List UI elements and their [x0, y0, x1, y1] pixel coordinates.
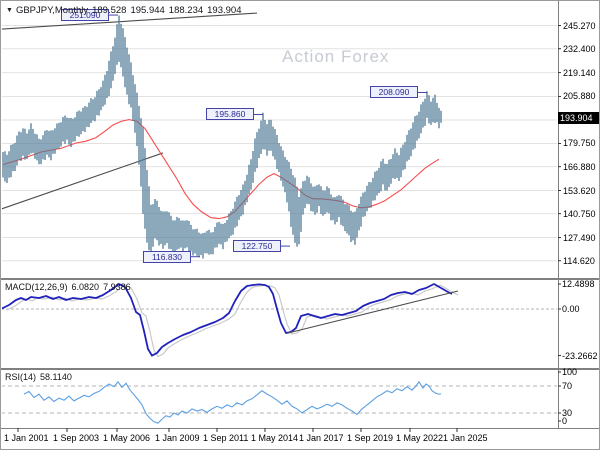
main-price-panel[interactable] [1, 12, 558, 262]
macd-value-signal: 7.9386 [103, 282, 131, 292]
watermark: Action Forex [282, 47, 390, 66]
macd-value-main: 6.0820 [71, 282, 100, 292]
ohlc-high: 195.944 [130, 5, 165, 16]
macd-panel[interactable] [1, 283, 558, 358]
rsi-line [23, 380, 442, 424]
ohlc-close: 193.904 [207, 5, 242, 16]
symbol-period-label: GBPJPY,Monthly [15, 5, 89, 16]
chevron-down-icon[interactable]: ▼ [6, 7, 13, 14]
macd-trendline[interactable] [287, 290, 459, 334]
rsi-name: RSI(14) [5, 372, 37, 382]
macd-name: MACD(12,26,9) [5, 282, 68, 292]
rsi-panel[interactable] [1, 380, 558, 424]
macd-indicator-label: MACD(12,26,9) 6.0820 7.9386 [5, 282, 131, 292]
chart-title: ▼ GBPJPY,Monthly 189.528 195.944 188.234 193.… [6, 5, 241, 16]
ohlc-low: 188.234 [168, 5, 204, 16]
macd-main-line [2, 283, 453, 357]
rsi-value: 58.1140 [40, 372, 72, 382]
trendline[interactable] [1, 12, 258, 30]
ohlc-open: 189.528 [92, 5, 127, 16]
rsi-indicator-label: RSI(14) 58.1140 [5, 372, 72, 382]
price-bars [2, 15, 442, 259]
macd-signal-line [6, 284, 459, 358]
trendline[interactable] [1, 152, 164, 210]
current-price-tag: 193.904 [558, 112, 599, 124]
